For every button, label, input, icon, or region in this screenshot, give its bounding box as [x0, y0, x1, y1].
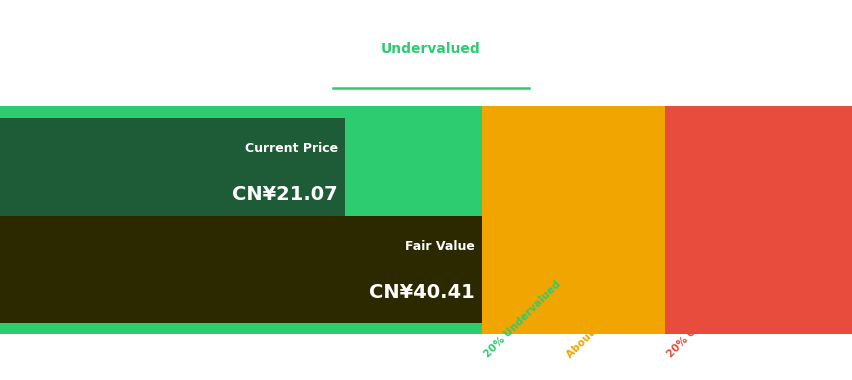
Text: CN¥40.41: CN¥40.41: [369, 283, 475, 302]
Text: CN¥21.07: CN¥21.07: [232, 185, 337, 204]
Bar: [0, 216, 481, 323]
Text: About Right: About Right: [564, 303, 621, 360]
Text: Current Price: Current Price: [245, 142, 337, 155]
Text: 20% Overvalued: 20% Overvalued: [665, 285, 740, 360]
Bar: [0, 106, 481, 334]
Text: Undervalued: Undervalued: [381, 42, 480, 56]
Text: Fair Value: Fair Value: [405, 240, 475, 253]
Bar: [481, 106, 665, 334]
Text: 20% Undervalued: 20% Undervalued: [481, 279, 561, 360]
Bar: [0, 118, 344, 225]
Bar: [665, 106, 852, 334]
